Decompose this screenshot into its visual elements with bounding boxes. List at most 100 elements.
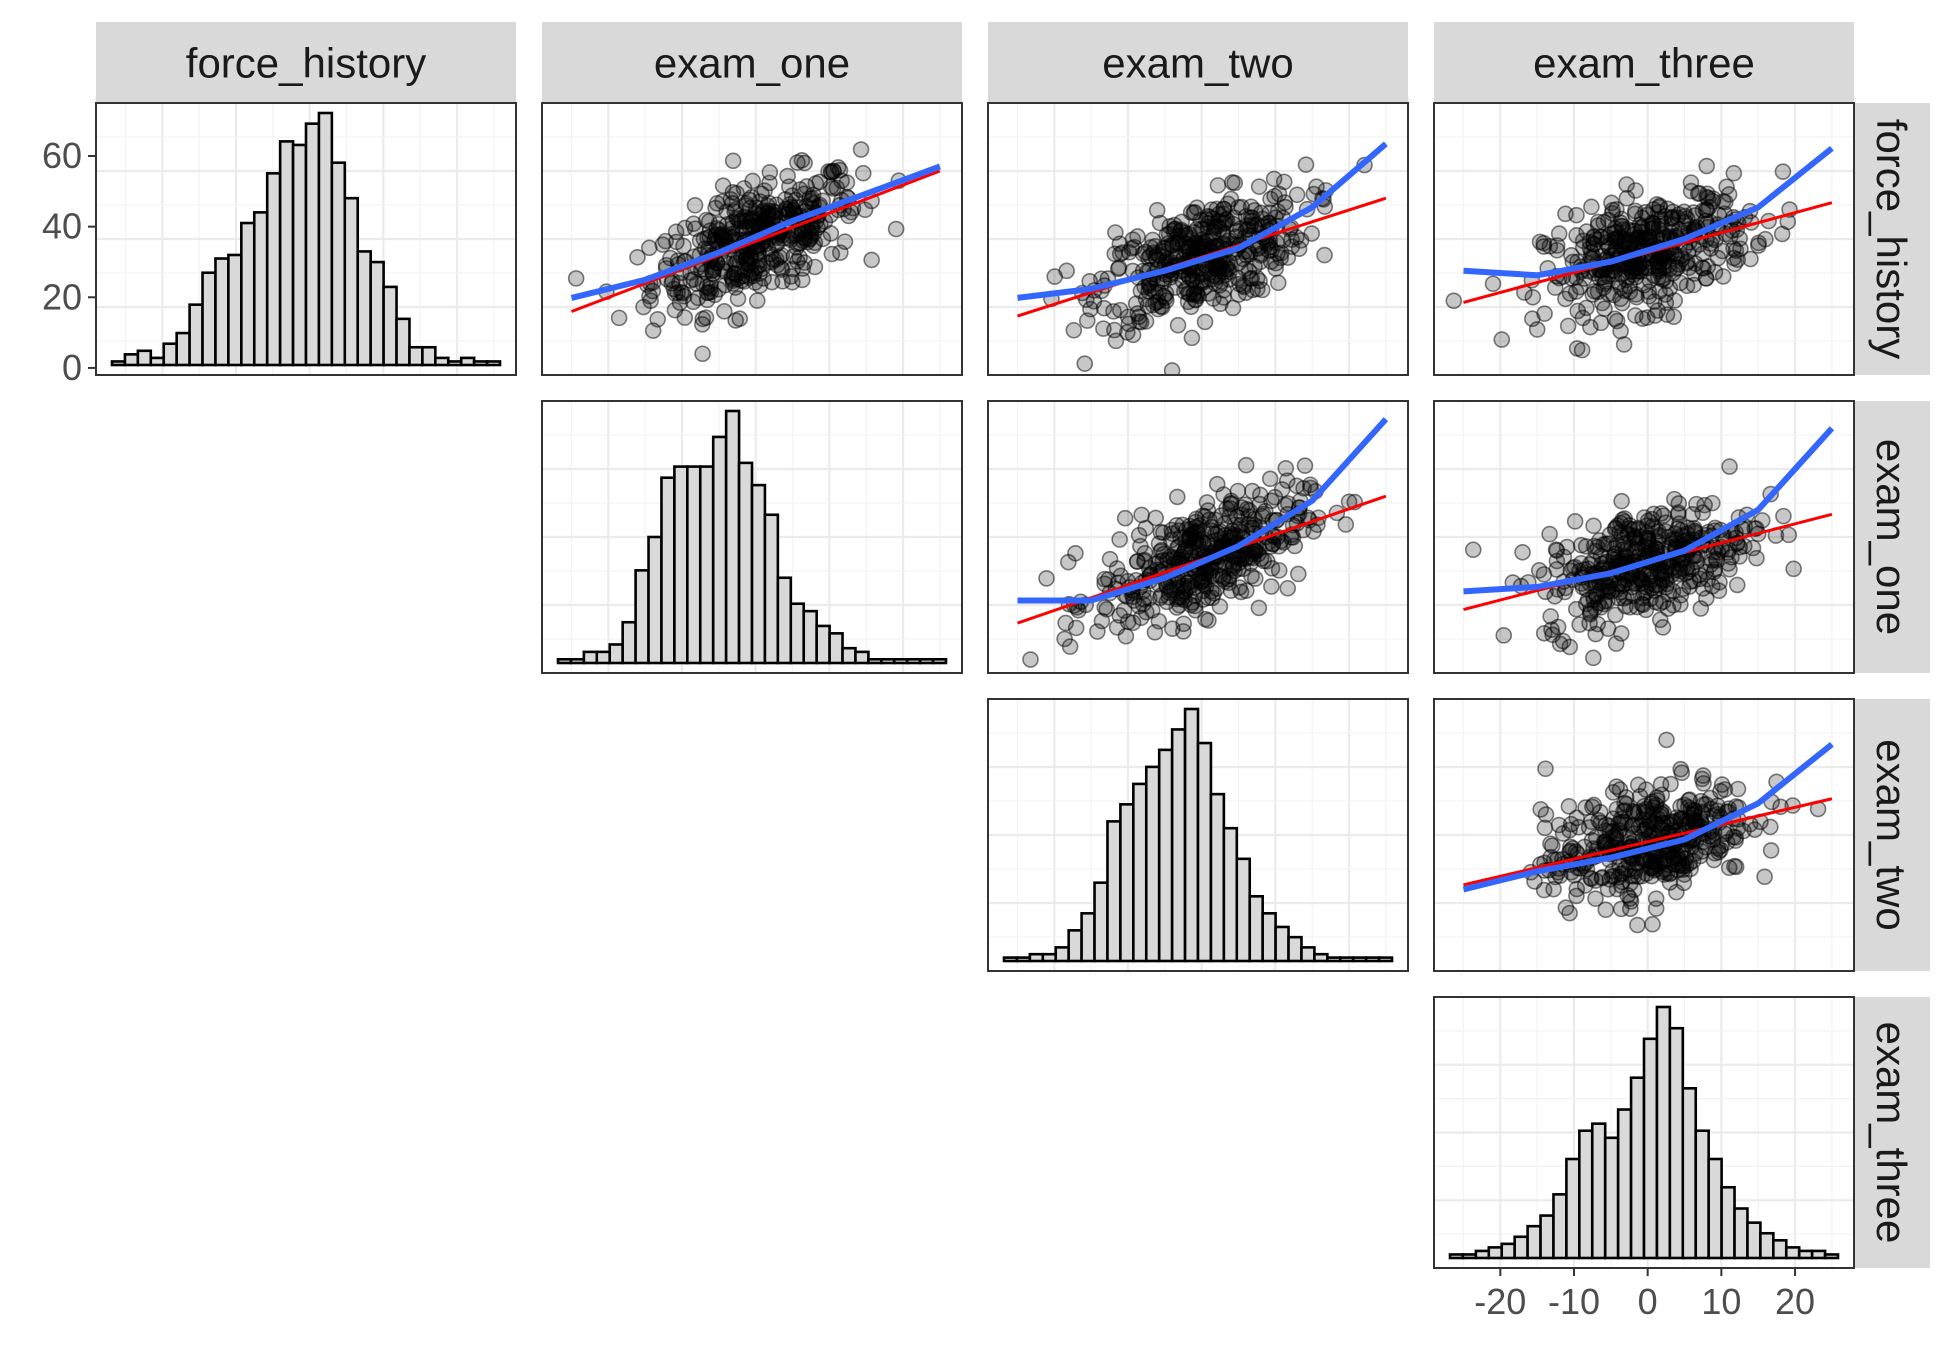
panel-border <box>1433 698 1855 972</box>
data-point <box>1583 198 1600 216</box>
data-point <box>1742 250 1759 268</box>
histogram-bar <box>330 161 347 367</box>
data-point <box>758 209 776 227</box>
data-point <box>724 152 742 170</box>
data-point <box>1550 225 1568 242</box>
histogram-bar <box>421 345 437 367</box>
data-point <box>1119 613 1137 630</box>
data-point <box>1744 539 1762 557</box>
data-point <box>1235 278 1253 296</box>
data-point <box>1561 821 1578 839</box>
data-point <box>1211 567 1228 584</box>
data-point <box>1183 329 1201 347</box>
histogram-bar <box>291 143 308 367</box>
data-point <box>1756 868 1773 886</box>
data-point <box>1676 814 1693 831</box>
data-point <box>1265 170 1283 188</box>
histogram-bar <box>434 356 450 367</box>
linear-fit-line <box>570 169 941 313</box>
data-point <box>1147 509 1164 527</box>
column-strip-background <box>988 22 1408 103</box>
data-point <box>1530 562 1548 579</box>
data-point <box>1685 204 1702 221</box>
column-strip-label: exam_one <box>654 40 850 87</box>
data-point <box>1267 254 1285 272</box>
data-point <box>698 291 716 309</box>
data-point <box>1639 206 1656 224</box>
data-point <box>1666 490 1683 508</box>
data-point <box>706 231 724 249</box>
histogram-bar <box>1616 1108 1633 1260</box>
data-point <box>1275 173 1293 191</box>
data-point <box>1132 537 1149 555</box>
data-point <box>1662 864 1680 882</box>
data-point <box>1120 243 1138 261</box>
data-point <box>1196 313 1214 331</box>
data-point <box>1561 638 1579 656</box>
data-point <box>1678 558 1696 576</box>
data-point <box>1691 570 1709 588</box>
data-point <box>748 292 766 309</box>
histogram-bar <box>1067 929 1083 963</box>
histogram-bar <box>841 646 857 665</box>
data-point <box>1205 217 1223 234</box>
data-point <box>1187 601 1204 619</box>
histogram-bar <box>737 461 754 665</box>
data-point <box>1568 880 1586 898</box>
y-tick-label: 40 <box>42 206 82 247</box>
histogram-panel-exam_three <box>1433 996 1855 1269</box>
data-point <box>1266 187 1283 205</box>
x-tick-label: 20 <box>1775 1281 1815 1322</box>
data-point <box>1748 549 1765 567</box>
histogram-bar <box>1002 956 1019 963</box>
histogram-bar <box>1364 956 1381 963</box>
histogram-bar <box>1668 1026 1685 1260</box>
point-cloud <box>1043 156 1373 375</box>
histogram-bar <box>1235 857 1252 963</box>
histogram-bar <box>1746 1221 1762 1260</box>
data-point <box>1284 529 1302 546</box>
data-point <box>1058 262 1075 280</box>
data-point <box>1182 204 1200 221</box>
data-point <box>1203 271 1220 288</box>
histogram-bar <box>1500 1242 1516 1260</box>
data-point <box>1609 517 1626 534</box>
data-point <box>1672 521 1690 539</box>
data-point <box>1151 553 1168 570</box>
histogram-bar <box>711 435 728 665</box>
data-point <box>729 251 746 269</box>
data-point <box>1547 541 1565 558</box>
data-point <box>1564 559 1582 577</box>
histogram-bar <box>369 260 385 367</box>
histogram-bar <box>1041 952 1058 963</box>
data-point <box>1098 601 1116 618</box>
histogram-bar <box>1461 1253 1478 1260</box>
data-point <box>1635 565 1652 583</box>
data-point <box>1584 552 1602 570</box>
histogram-bar <box>1054 946 1070 963</box>
data-point <box>1537 760 1554 778</box>
histogram-bar <box>1720 1185 1736 1260</box>
data-point <box>724 272 742 289</box>
row-strip-background <box>1854 103 1930 375</box>
histogram-bar <box>1565 1157 1581 1260</box>
data-point <box>1650 523 1667 540</box>
data-point <box>1248 280 1266 298</box>
data-point <box>1493 331 1511 348</box>
histogram-bar <box>1707 1157 1723 1260</box>
data-point <box>887 220 905 238</box>
data-point <box>1297 156 1315 173</box>
data-point <box>1162 531 1180 549</box>
histogram-bar <box>123 353 140 367</box>
data-point <box>1714 268 1732 285</box>
data-point <box>1089 623 1106 640</box>
data-point <box>1608 312 1626 330</box>
data-point <box>1215 486 1232 503</box>
data-point <box>665 280 683 298</box>
histogram-bar <box>1797 1249 1814 1260</box>
data-point <box>1775 507 1792 525</box>
data-point <box>1774 163 1792 180</box>
histogram-bar <box>1759 1231 1775 1260</box>
histogram-bar <box>317 111 334 367</box>
data-point <box>1546 279 1564 296</box>
